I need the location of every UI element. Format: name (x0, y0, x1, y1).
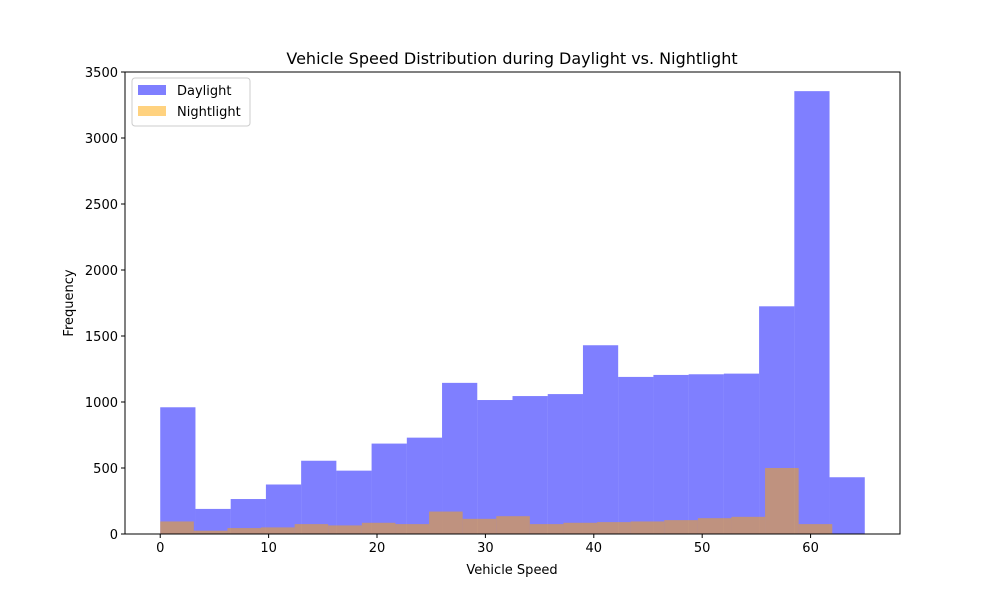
x-axis-label: Vehicle Speed (466, 563, 557, 578)
histogram-bar (723, 373, 760, 534)
x-axis: 0 10 20 30 40 50 60 (156, 534, 819, 556)
histogram-bar (294, 524, 329, 534)
histogram-bar (395, 524, 430, 534)
x-tick-label: 30 (477, 541, 494, 556)
bars-layer (160, 91, 865, 534)
histogram-bar (261, 527, 295, 534)
histogram-bar (301, 460, 337, 534)
histogram-bar (563, 522, 598, 534)
histogram-bar (582, 345, 619, 534)
x-tick-label: 20 (369, 541, 386, 556)
histogram-bar (328, 525, 362, 534)
histogram-bar (618, 376, 654, 534)
histogram-bar (798, 524, 833, 534)
histogram-bar (429, 511, 463, 534)
histogram-bar (664, 520, 698, 534)
y-tick-label: 1500 (85, 330, 118, 345)
y-tick-label: 2500 (85, 198, 118, 213)
histogram-bar (477, 400, 513, 534)
histogram-bar (160, 521, 194, 534)
histogram-bar (371, 443, 407, 534)
y-tick-label: 3500 (85, 66, 118, 81)
legend: Daylight Nightlight (131, 77, 251, 127)
histogram-bar (442, 382, 478, 534)
histogram-bar (731, 516, 766, 534)
x-tick-label: 10 (260, 541, 277, 556)
x-tick-label: 50 (694, 541, 711, 556)
histogram-bar (193, 530, 228, 534)
y-axis: 0 500 1000 1500 2000 2500 3000 3500 (85, 66, 125, 543)
series-daylight (160, 91, 865, 534)
y-tick-label: 2000 (85, 264, 118, 279)
legend-label-nightlight: Nightlight (177, 105, 241, 120)
series-nightlight (160, 468, 833, 534)
histogram-bar (697, 518, 732, 534)
x-tick-label: 0 (156, 541, 164, 556)
histogram-bar (227, 528, 262, 534)
x-tick-label: 60 (802, 541, 819, 556)
histogram-bar (765, 468, 799, 534)
histogram-bar (829, 477, 865, 534)
histogram-bar (547, 394, 583, 534)
histogram-bar (630, 521, 665, 534)
histogram-bar (653, 374, 689, 534)
histogram-bar (512, 396, 548, 534)
histogram-bar (195, 508, 231, 534)
histogram-bar (529, 524, 564, 534)
plot-frame (124, 71, 901, 535)
y-axis-label: Frequency (62, 269, 77, 336)
histogram-bar (496, 516, 530, 534)
histogram-bar (462, 518, 497, 534)
legend-label-daylight: Daylight (177, 84, 231, 99)
chart-title: Vehicle Speed Distribution during Daylig… (286, 49, 737, 68)
y-tick-label: 3000 (85, 132, 118, 147)
histogram-bar (160, 407, 196, 534)
histogram-bar (361, 522, 396, 534)
y-tick-label: 1000 (85, 396, 118, 411)
legend-swatch-nightlight (138, 106, 166, 116)
x-tick-label: 40 (586, 541, 603, 556)
histogram-bar (794, 91, 830, 534)
legend-swatch-daylight (138, 85, 166, 95)
y-tick-label: 0 (110, 528, 118, 543)
histogram-bar (597, 522, 631, 534)
y-tick-label: 500 (93, 462, 118, 477)
histogram-bar (688, 374, 724, 534)
